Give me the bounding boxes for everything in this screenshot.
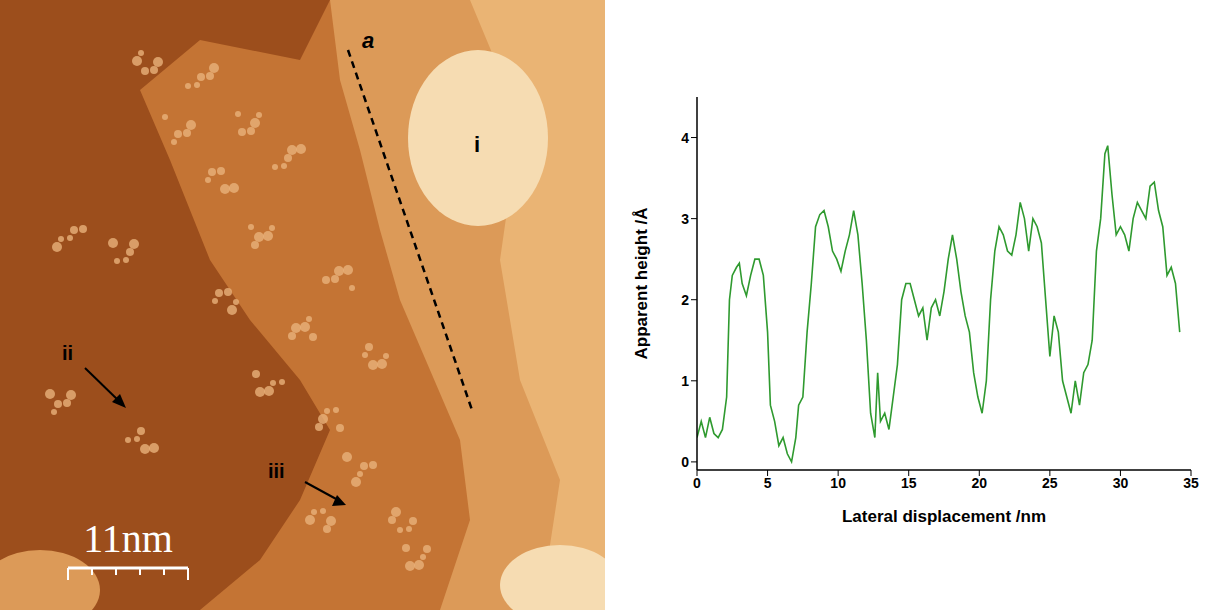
svg-text:0: 0 <box>693 475 701 491</box>
svg-text:35: 35 <box>1183 475 1199 491</box>
svg-text:10: 10 <box>830 475 846 491</box>
svg-text:11nm: 11nm <box>83 516 173 561</box>
svg-text:a: a <box>362 28 374 53</box>
svg-text:4: 4 <box>681 130 689 146</box>
svg-text:1: 1 <box>681 373 689 389</box>
svg-text:Apparent height /Å: Apparent height /Å <box>632 207 651 359</box>
svg-text:30: 30 <box>1113 475 1129 491</box>
svg-text:3: 3 <box>681 211 689 227</box>
svg-text:iii: iii <box>268 460 285 482</box>
svg-text:15: 15 <box>901 475 917 491</box>
svg-text:25: 25 <box>1042 475 1058 491</box>
svg-text:ii: ii <box>62 342 73 364</box>
svg-text:Lateral displacement /nm: Lateral displacement /nm <box>842 507 1046 526</box>
svg-text:20: 20 <box>971 475 987 491</box>
svg-text:2: 2 <box>681 292 689 308</box>
svg-text:i: i <box>474 132 480 157</box>
svg-text:0: 0 <box>681 454 689 470</box>
svg-text:5: 5 <box>764 475 772 491</box>
